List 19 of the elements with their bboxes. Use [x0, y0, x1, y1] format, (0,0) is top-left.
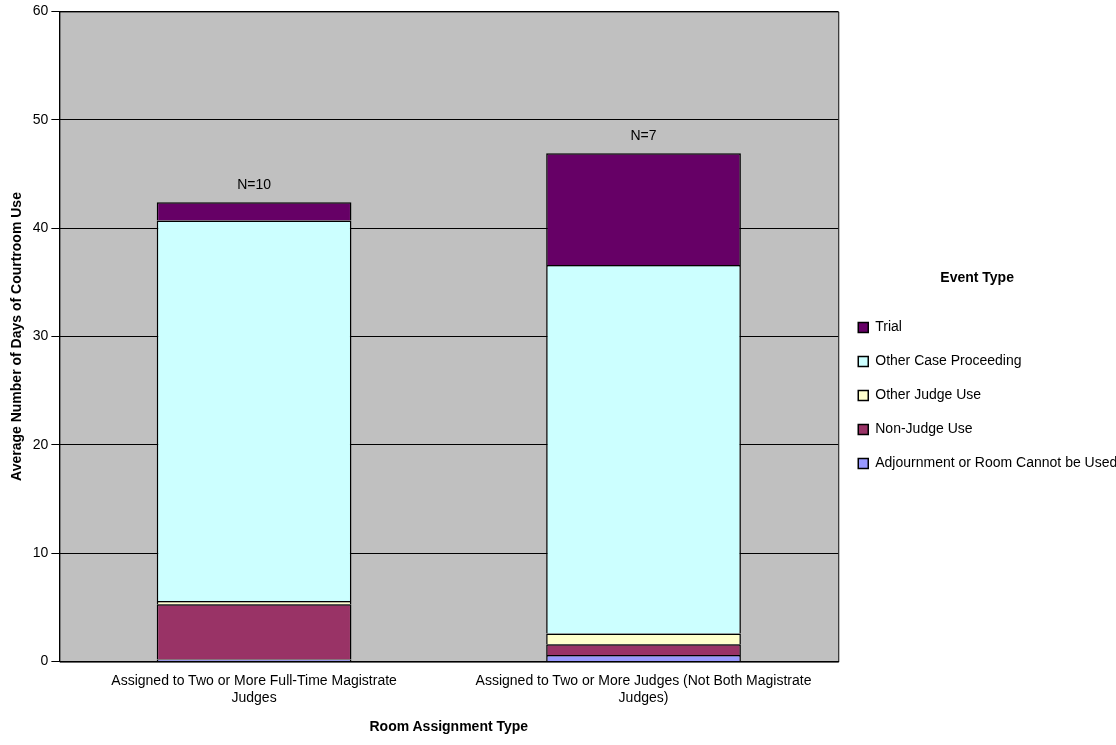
y-tick-label: 60 — [32, 2, 49, 19]
legend-label: Adjournment or Room Cannot be Used — [875, 454, 1116, 471]
y-tick-label: 40 — [32, 218, 49, 235]
legend-label: Other Case Proceeding — [875, 352, 1022, 369]
legend-label: Other Judge Use — [875, 386, 982, 403]
y-axis-title: Average Number of Days of Courtroom Use — [8, 191, 25, 481]
x-tick-label: Assigned to Two or More Full-Time Magistrate Judges — [111, 671, 398, 705]
annotation: N=10 — [237, 175, 272, 192]
x-axis-title: Room Assignment Type — [369, 718, 529, 735]
legend-label: Trial — [875, 318, 902, 335]
x-tick-label: Assigned to Two or More Judges (Not Both Magistrate Judges) — [475, 671, 812, 705]
y-tick-label: 20 — [32, 435, 49, 452]
y-tick-label: 0 — [40, 652, 49, 669]
y-tick-label: 50 — [32, 110, 49, 127]
y-tick-label: 10 — [32, 544, 49, 561]
annotation: N=7 — [630, 127, 657, 144]
y-tick-label: 30 — [32, 327, 49, 344]
legend-label: Non-Judge Use — [875, 420, 973, 437]
legend-title: Event Type — [940, 269, 1015, 286]
